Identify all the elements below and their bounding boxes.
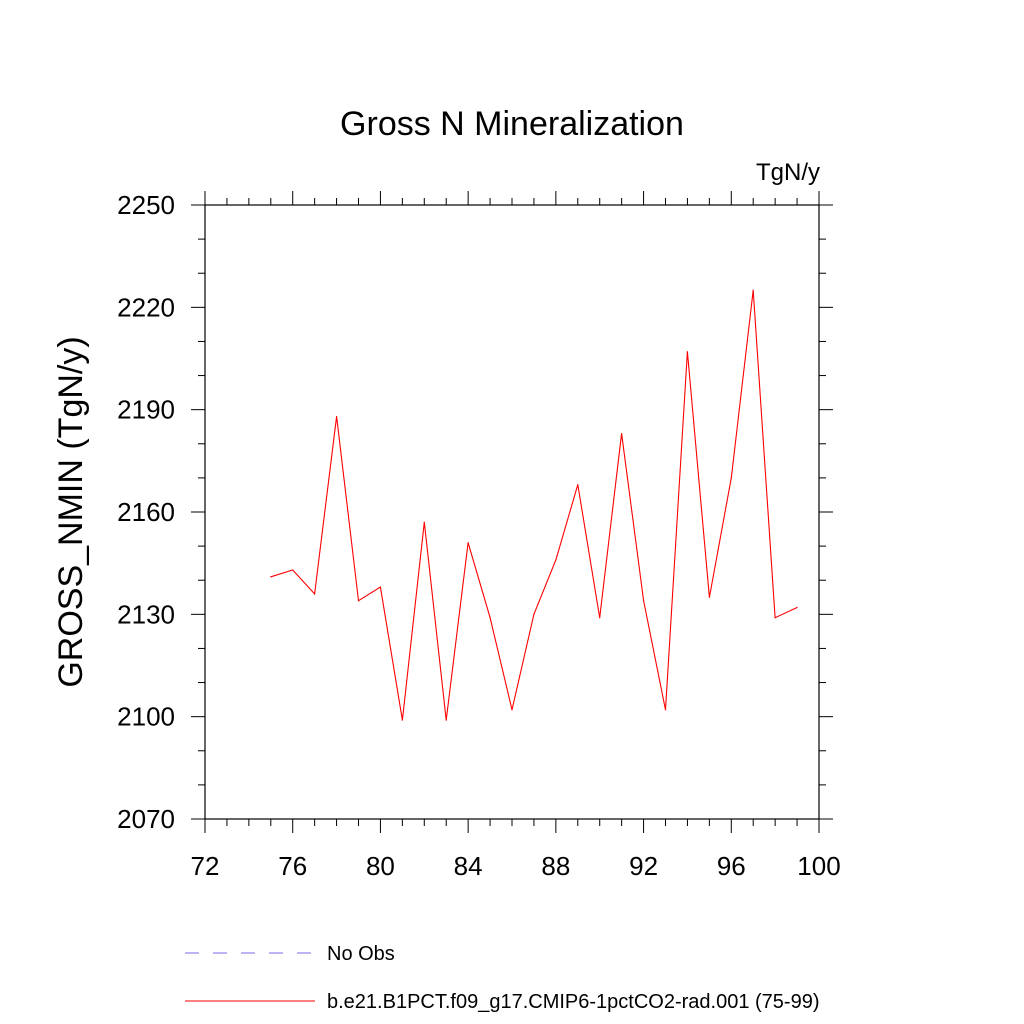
data-point [467,542,469,544]
x-tick-label: 84 [454,851,483,881]
data-point [774,617,776,619]
data-point [533,613,535,615]
data-point [686,351,689,353]
y-tick-label: 2070 [117,804,175,834]
legend: No Obs b.e21.B1PCT.f09_g17.CMIP6-1pctCO2… [185,943,820,1013]
data-point [642,600,645,602]
y-tick-label: 2250 [117,190,175,220]
data-point [335,415,338,418]
legend-label-model: b.e21.B1PCT.f09_g17.CMIP6-1pctCO2-rad.00… [327,991,820,1013]
data-point [489,617,491,619]
x-tick-label: 80 [366,851,395,881]
data-point [555,559,557,561]
data-point [379,586,382,588]
series-layer [270,289,798,721]
x-tick-label: 100 [797,851,840,881]
legend-label-no-obs: No Obs [327,943,395,965]
data-point [796,606,798,609]
data-point [511,709,513,711]
units-label: TgN/y [756,159,820,186]
x-tick-label: 92 [629,851,658,881]
data-point [621,432,623,435]
y-tick-label: 2130 [117,599,175,629]
data-point [445,719,447,721]
y-tick-label: 2160 [117,497,175,527]
y-tick-label: 2190 [117,395,175,425]
axis-ticks: 72 76 80 84 88 92 96 100 2070 2100 2130 2160 2190 222… [117,190,841,881]
x-tick-label: 72 [191,851,220,881]
data-point [423,521,425,523]
x-tick-label: 76 [278,851,307,881]
data-point [401,719,403,721]
y-axis-label: GROSS_NMIN (TgN/y) [52,336,90,687]
series-line [270,290,798,721]
data-point [708,596,710,598]
data-point [270,576,272,578]
x-tick-label: 88 [541,851,570,881]
x-tick-label: 96 [717,851,746,881]
y-tick-label: 2100 [117,702,175,732]
chart-title: Gross N Mineralization [340,105,684,143]
data-point [664,709,667,711]
data-point [599,617,601,619]
data-point [752,289,754,291]
data-point [357,600,360,602]
data-point [292,569,294,571]
y-tick-label: 2220 [117,292,175,322]
data-point [577,484,579,486]
plot-frame [204,204,820,820]
data-point [314,593,316,595]
data-point [730,477,732,479]
